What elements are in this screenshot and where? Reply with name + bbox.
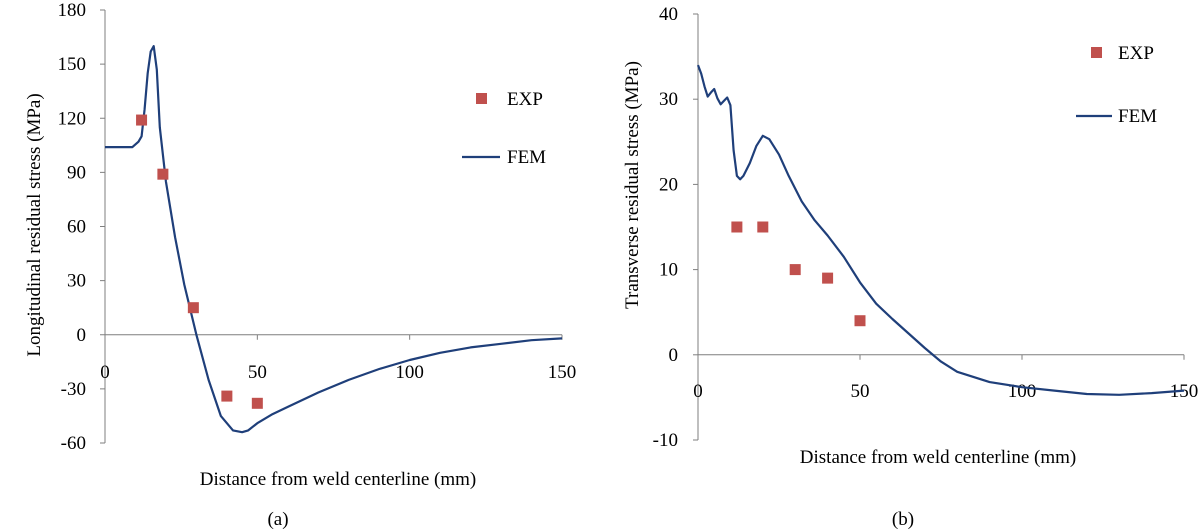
y-tick-label: 30 xyxy=(659,89,678,110)
x-axis-title: Distance from weld centerline (mm) xyxy=(800,447,1076,468)
x-tick-label: 150 xyxy=(548,362,577,383)
data-marks xyxy=(105,45,563,434)
exp-data-point xyxy=(731,221,743,233)
fem-line-series xyxy=(105,45,563,434)
y-tick-label: -30 xyxy=(61,379,86,400)
exp-data-point xyxy=(757,221,769,233)
y-tick-label: -60 xyxy=(61,433,86,454)
y-tick-label: 20 xyxy=(659,174,678,195)
legend: EXP FEM xyxy=(1076,43,1157,127)
legend-exp-marker xyxy=(1091,47,1102,58)
axis-ticks: -60 -30 0 30 60 90 120 150 180 0 50 100 150 xyxy=(58,0,577,454)
y-tick-label: 40 xyxy=(659,4,678,25)
legend: EXP FEM xyxy=(462,89,546,168)
x-tick-label: 0 xyxy=(100,362,110,383)
y-axis-title: Longitudinal residual stress (MPa) xyxy=(24,93,45,356)
legend-exp-label: EXP xyxy=(507,89,543,110)
y-tick-label: 120 xyxy=(58,108,87,129)
exp-data-point xyxy=(221,390,233,402)
y-tick-label: 0 xyxy=(77,325,87,346)
y-axis-title: Transverse residual stress (MPa) xyxy=(622,61,643,309)
legend-fem-label: FEM xyxy=(1118,106,1157,127)
panel-label: (b) xyxy=(892,509,914,530)
exp-data-point xyxy=(251,397,263,409)
x-axis-title: Distance from weld centerline (mm) xyxy=(200,469,476,490)
y-tick-label: 0 xyxy=(669,345,679,366)
legend-exp-label: EXP xyxy=(1118,43,1154,64)
exp-data-point xyxy=(854,315,866,327)
panel-label: (a) xyxy=(267,509,288,530)
x-tick-label: 100 xyxy=(395,362,424,383)
x-tick-label: 50 xyxy=(248,362,267,383)
exp-data-point xyxy=(789,264,801,276)
data-marks xyxy=(696,64,1185,396)
y-tick-label: 30 xyxy=(67,271,86,292)
y-tick-label: 180 xyxy=(58,0,87,21)
exp-data-point xyxy=(136,114,148,126)
exp-data-point xyxy=(187,302,199,314)
legend-fem-label: FEM xyxy=(507,147,546,168)
fem-line-series xyxy=(696,64,1185,396)
y-tick-label: 90 xyxy=(67,162,86,183)
x-tick-label: 0 xyxy=(693,381,703,402)
chart-panel-a: -60 -30 0 30 60 90 120 150 180 0 50 100 150 Longitud… xyxy=(24,0,576,530)
y-tick-label: 60 xyxy=(67,217,86,238)
y-tick-label: -10 xyxy=(653,430,678,451)
legend-exp-marker xyxy=(476,93,487,104)
exp-data-point xyxy=(822,272,834,284)
x-tick-label: 50 xyxy=(851,381,870,402)
y-tick-label: 150 xyxy=(58,54,87,75)
x-tick-label: 100 xyxy=(1008,381,1037,402)
y-tick-label: 10 xyxy=(659,260,678,281)
exp-data-point xyxy=(157,168,169,180)
